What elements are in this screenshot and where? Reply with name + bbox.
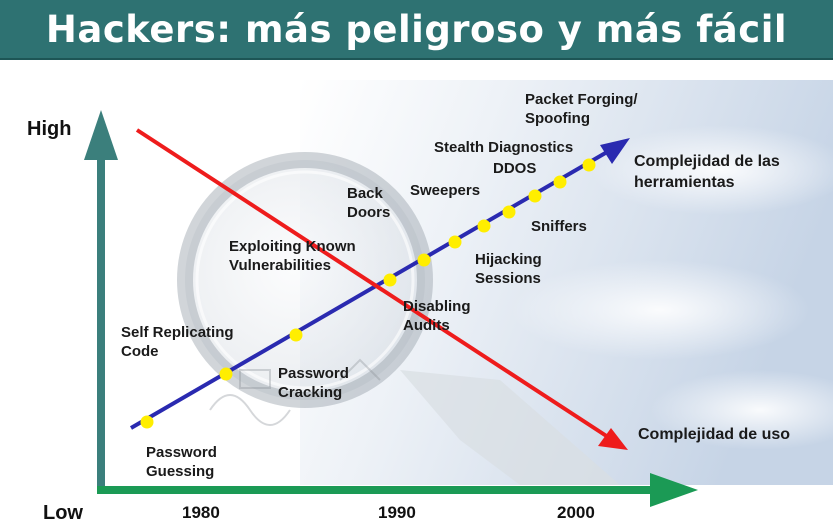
title-bar: Hackers: más peligroso y más fácil (0, 0, 833, 60)
technique-markers (140, 158, 596, 429)
usage-complexity-label: Complejidad de uso (638, 426, 791, 443)
marker-stealth-diagnostics (553, 175, 567, 189)
marker-password-cracking (289, 328, 303, 342)
marker-sweepers (477, 219, 491, 233)
label-disabling-audits: Disabling Audits (403, 298, 471, 334)
y-axis-low-label: Low (43, 502, 83, 524)
tools-complexity-arrowhead (600, 138, 630, 164)
marker-back-doors (417, 253, 431, 267)
usage-complexity-arrowhead (598, 428, 628, 450)
cloud (510, 260, 810, 360)
label-stealth-diagnostics: Stealth Diagnostics (434, 139, 574, 156)
label-sweepers: Sweepers (410, 182, 481, 199)
magnifier-highlight (195, 170, 415, 390)
background-illustration (177, 80, 833, 485)
slide-title: Hackers: más peligroso y más fácil (45, 8, 788, 51)
label-hijacking-sessions: Hijacking Sessions (475, 251, 542, 287)
marker-packet-forging-spoofing (582, 158, 596, 172)
label-exploiting-known-vulnerabilities: Exploiting Known Vulnerabilities (229, 238, 356, 274)
label-back-doors: Back Doors (347, 185, 391, 221)
magnifier-handle (400, 370, 620, 485)
lens-symbols (209, 358, 381, 426)
cloud (590, 125, 833, 215)
x-tick-1990: 1990 (378, 503, 416, 522)
x-axis-arrowhead (650, 473, 698, 507)
tools-complexity-label: Complejidad de las herramientas (634, 153, 780, 191)
label-packet-forging-spoofing: Packet Forging/ Spoofing (525, 91, 638, 127)
y-axis-high-label: High (27, 118, 72, 140)
x-tick-1980: 1980 (182, 503, 220, 522)
marker-ddos (528, 189, 542, 203)
marker-hijacking-sessions (448, 235, 462, 249)
magnifier-ring (177, 152, 433, 408)
label-password-cracking: Password Cracking (278, 365, 349, 401)
magnifier-lens (185, 160, 425, 400)
marker-password-guessing (140, 415, 154, 429)
marker-sniffers (502, 205, 516, 219)
cloud (650, 370, 833, 450)
label-ddos: DDOS (493, 160, 537, 177)
marker-exploiting-known-vulnerabilities (383, 273, 397, 287)
label-self-replicating-code: Self Replicating Code (121, 324, 234, 360)
label-sniffers: Sniffers (531, 218, 587, 235)
x-tick-2000: 2000 (557, 503, 595, 522)
usage-complexity-line (135, 128, 610, 439)
y-axis-arrowhead (84, 110, 118, 160)
marker-self-replicating-code (219, 367, 233, 381)
label-password-guessing: Password Guessing (146, 444, 217, 480)
